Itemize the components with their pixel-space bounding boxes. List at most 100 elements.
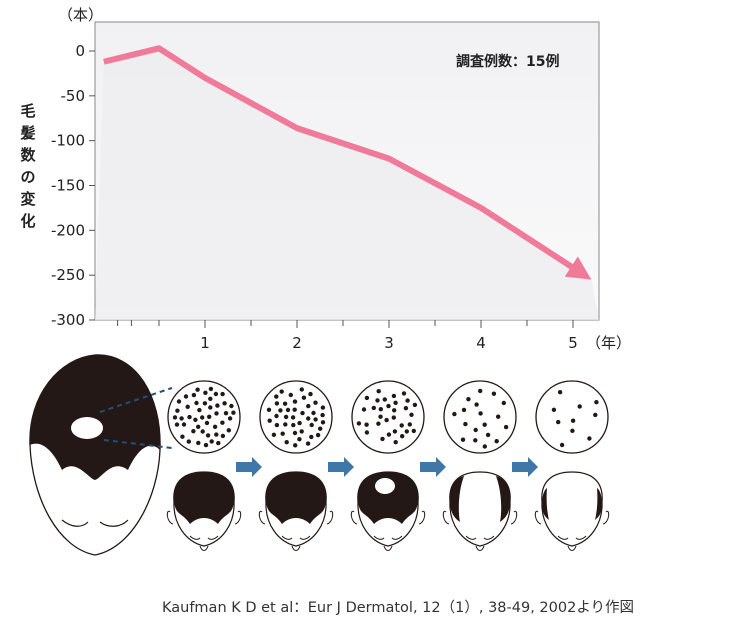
follicle-dot (308, 391, 313, 397)
follicle-dot (577, 404, 582, 409)
follicle-dot (559, 442, 565, 448)
ear-right (326, 510, 334, 525)
follicle-dot (212, 424, 218, 429)
follicle-dot (222, 401, 227, 406)
follicle-dot (220, 433, 226, 439)
x-unit-label: （年） (586, 334, 631, 352)
ear-left (166, 510, 174, 525)
stage-head-4 (442, 471, 518, 551)
follicle-dot (227, 416, 233, 421)
follicle-dot (320, 420, 326, 425)
follicle-dot (215, 403, 220, 408)
follicle-dot (485, 432, 491, 438)
brow-right (207, 535, 219, 540)
follicle-dot (375, 398, 380, 403)
follicle-dot (473, 427, 478, 433)
x-tick-label: 4 (476, 334, 486, 352)
follicle-dot (274, 422, 280, 428)
follicle-dot (364, 430, 370, 435)
brow-right (99, 519, 129, 527)
y-axis-title-char: 変 (20, 190, 35, 208)
follicle-dot (311, 410, 316, 416)
zoom-line-bottom (103, 439, 173, 449)
follicle-dot (400, 434, 405, 439)
progression-arrows (236, 457, 538, 477)
follicle-dot (200, 415, 205, 420)
stage-head-1 (166, 471, 242, 551)
nose (291, 545, 301, 551)
y-tick-label: -100 (51, 132, 85, 150)
follicle-dot (382, 397, 387, 402)
follicle-dot (299, 429, 304, 434)
follicle-dot (191, 392, 197, 398)
follicle-dot (283, 422, 288, 427)
y-axis-title-char: 数 (20, 146, 36, 164)
follicle-dot (391, 393, 397, 399)
follicle-dot (285, 407, 291, 413)
y-tick-label: -300 (51, 311, 85, 329)
follicle-dot (309, 434, 314, 440)
head-outline (541, 471, 603, 547)
follicle-dot (274, 413, 279, 419)
follicle-dot (220, 420, 225, 425)
follicle-dot (297, 420, 302, 426)
brow-left (281, 535, 293, 540)
follicle-dot (180, 434, 185, 439)
follicle-dot (393, 440, 398, 445)
brow-left (61, 519, 89, 527)
follicle-dot (463, 421, 468, 427)
follicle-dot (196, 424, 201, 429)
follicle-dot (284, 440, 289, 445)
hair (357, 472, 419, 524)
follicle-dot (491, 391, 497, 396)
follicle-dot (466, 397, 471, 402)
follicle-dot (203, 390, 208, 395)
follicle-dot (386, 403, 391, 409)
follicle-dot (594, 400, 599, 405)
brow-left (557, 535, 569, 540)
follicle-dot (194, 400, 199, 406)
follicle-dot (288, 392, 293, 398)
ear-left (534, 510, 542, 525)
follicle-dot (474, 402, 479, 407)
hair-left (449, 476, 464, 522)
follicle-dot (187, 414, 192, 420)
follicle-dot (412, 402, 418, 408)
follicle-dot (181, 422, 187, 427)
follicle-dot (306, 416, 311, 421)
follicle-dot (587, 436, 592, 441)
plot-area (94, 21, 600, 321)
follicle-dot (320, 405, 326, 410)
follicle-dot (191, 429, 196, 434)
x-tick-label: 1 (200, 334, 210, 352)
follicle-dot (179, 416, 184, 421)
arrow-icon (328, 457, 354, 477)
brow-left (189, 535, 201, 540)
follicle-density-row (167, 380, 609, 454)
follicle-dot (200, 429, 205, 434)
follicle-dot (356, 421, 362, 426)
follicle-dot (223, 411, 229, 416)
follicle-dot (378, 407, 383, 412)
follicle-dot (501, 400, 506, 406)
follicle-dot (376, 389, 381, 394)
arrow-icon (420, 457, 446, 477)
follicle-dot (214, 411, 219, 416)
follicle-dot (208, 405, 213, 410)
follicle-dot (293, 443, 298, 448)
follicle-dot (473, 438, 478, 443)
follicle-dot (220, 391, 225, 397)
follicle-dot (229, 403, 234, 409)
area-under-line (95, 48, 599, 321)
nose (383, 545, 393, 551)
follicle-dot (392, 408, 397, 413)
x-tick-label: 2 (292, 334, 302, 352)
follicle-dot (185, 404, 190, 409)
follicle-dot (274, 394, 279, 399)
stage-head-5 (534, 471, 610, 551)
x-axis: 1 2 3 4 5 (117, 320, 578, 352)
nose (567, 545, 577, 551)
brow-right (483, 535, 495, 540)
follicle-dot (214, 432, 219, 437)
